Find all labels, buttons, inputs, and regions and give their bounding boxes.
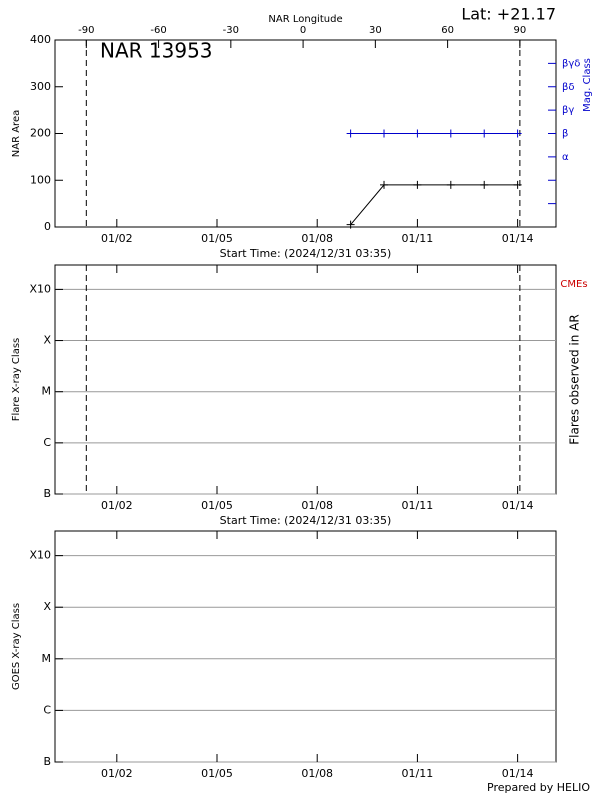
y-tick-label: M <box>42 385 52 398</box>
footer: Prepared by HELIO <box>487 781 590 794</box>
series-line <box>350 184 518 225</box>
point <box>346 220 355 229</box>
y2-tick-label: βδ <box>562 82 575 93</box>
y-axis-label: GOES X-ray Class <box>11 603 22 690</box>
point <box>380 129 389 138</box>
x-tick-label: 01/02 <box>101 499 133 512</box>
x2-tick-label: 30 <box>369 25 382 36</box>
y-tick-label: 100 <box>30 173 51 186</box>
plot-frame <box>54 264 557 495</box>
plot-frame <box>54 530 557 763</box>
point <box>480 180 489 189</box>
x-tick-label: 01/11 <box>402 232 434 245</box>
y-tick-label: M <box>42 652 52 665</box>
y-tick-label: X10 <box>29 549 51 562</box>
x2-tick-label: 0 <box>300 25 306 36</box>
x-tick-label: 01/11 <box>402 499 434 512</box>
y-axis-label: Flare X-ray Class <box>11 338 22 422</box>
y-tick-label: 200 <box>30 127 51 140</box>
point <box>446 180 455 189</box>
x2-tick-label: -90 <box>78 25 94 36</box>
x-tick-label: 01/14 <box>502 767 534 780</box>
lat-label: Lat: +21.17 <box>461 5 556 24</box>
point <box>480 129 489 138</box>
y2-axis-label: Flares observed in AR <box>568 314 582 444</box>
point <box>446 129 455 138</box>
y-tick-label: X10 <box>29 282 51 295</box>
x2-tick-label: -60 <box>150 25 166 36</box>
y-tick-label: X <box>43 600 51 613</box>
y-axis-label: NAR Area <box>11 110 22 157</box>
x-axis-label: Start Time: (2024/12/31 03:35) <box>220 514 392 527</box>
x-tick-label: 01/02 <box>101 767 133 780</box>
x-axis-label: Start Time: (2024/12/31 03:35) <box>220 247 392 260</box>
y-tick-label: B <box>43 755 51 768</box>
y2-tick-label: β <box>562 129 568 140</box>
x-tick-label: 01/14 <box>502 232 534 245</box>
y2-tick-label: α <box>562 152 569 163</box>
y-tick-label: 400 <box>30 33 51 46</box>
point <box>413 180 422 189</box>
ar-label: NAR 13953 <box>100 39 213 63</box>
point <box>513 180 522 189</box>
y-tick-label: X <box>43 334 51 347</box>
point <box>346 129 355 138</box>
y-tick-label: 0 <box>44 220 51 233</box>
x-tick-label: 01/05 <box>201 767 233 780</box>
y-tick-label: 300 <box>30 80 51 93</box>
y-tick-label: B <box>43 487 51 500</box>
x2-tick-label: 60 <box>441 25 454 36</box>
x2-tick-label: 90 <box>514 25 527 36</box>
x-tick-label: 01/05 <box>201 232 233 245</box>
y2-tick-label: βγδ <box>562 58 580 69</box>
x-tick-label: 01/08 <box>301 767 333 780</box>
cme-label: CMEs <box>560 279 587 290</box>
x2-tick-label: -30 <box>223 25 239 36</box>
point <box>413 129 422 138</box>
point <box>513 129 522 138</box>
y2-tick-label: βγ <box>562 105 574 116</box>
x-tick-label: 01/11 <box>402 767 434 780</box>
x-tick-label: 01/08 <box>301 232 333 245</box>
y-tick-label: C <box>43 703 51 716</box>
x-tick-label: 01/05 <box>201 499 233 512</box>
x-tick-label: 01/14 <box>502 499 534 512</box>
y2-axis-label: Mag. Class <box>582 58 593 112</box>
x-tick-label: 01/08 <box>301 499 333 512</box>
x2-axis-label: NAR Longitude <box>268 14 342 25</box>
y-tick-label: C <box>43 436 51 449</box>
x-tick-label: 01/02 <box>101 232 133 245</box>
point <box>380 180 389 189</box>
